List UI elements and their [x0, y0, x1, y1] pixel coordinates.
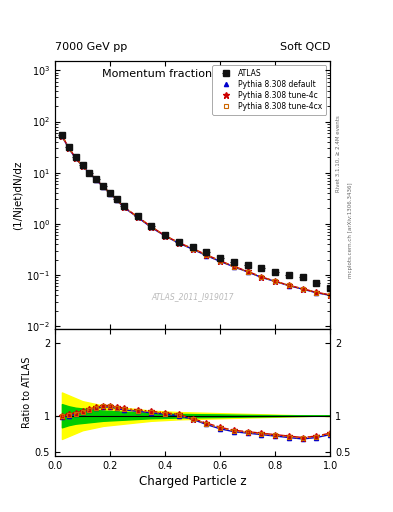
Pythia 8.308 default	[286, 283, 291, 289]
Pythia 8.308 default	[66, 145, 71, 152]
Pythia 8.308 tune-4c	[300, 286, 305, 292]
Line: Pythia 8.308 tune-4cx: Pythia 8.308 tune-4cx	[59, 134, 332, 297]
Pythia 8.308 tune-4cx	[300, 286, 305, 292]
Pythia 8.308 tune-4cx	[286, 283, 291, 289]
Pythia 8.308 default	[259, 274, 264, 281]
Pythia 8.308 default	[115, 197, 119, 203]
Pythia 8.308 default	[149, 224, 154, 230]
Pythia 8.308 default	[135, 214, 140, 220]
Pythia 8.308 tune-4cx	[101, 184, 105, 190]
Pythia 8.308 default	[60, 133, 64, 139]
Pythia 8.308 tune-4cx	[135, 214, 140, 220]
Pythia 8.308 tune-4c	[273, 278, 277, 284]
Text: ATLAS_2011_I919017: ATLAS_2011_I919017	[151, 292, 234, 301]
Pythia 8.308 tune-4c	[80, 162, 85, 168]
Pythia 8.308 tune-4c	[231, 263, 236, 269]
Pythia 8.308 tune-4cx	[176, 240, 181, 246]
Pythia 8.308 tune-4cx	[108, 190, 112, 197]
Text: Soft QCD: Soft QCD	[280, 42, 330, 52]
Pythia 8.308 tune-4c	[163, 232, 167, 239]
Pythia 8.308 tune-4cx	[218, 258, 222, 264]
Pythia 8.308 default	[273, 279, 277, 285]
Pythia 8.308 default	[204, 252, 209, 259]
Line: Pythia 8.308 default: Pythia 8.308 default	[60, 134, 332, 297]
Pythia 8.308 tune-4c	[87, 169, 92, 176]
Pythia 8.308 default	[73, 156, 78, 162]
Pythia 8.308 tune-4cx	[115, 197, 119, 203]
Pythia 8.308 tune-4c	[190, 245, 195, 251]
Pythia 8.308 default	[218, 258, 222, 264]
Pythia 8.308 tune-4cx	[204, 252, 209, 258]
Pythia 8.308 tune-4cx	[60, 133, 64, 139]
Pythia 8.308 tune-4c	[73, 155, 78, 161]
Pythia 8.308 default	[163, 233, 167, 239]
Pythia 8.308 default	[80, 163, 85, 169]
Text: Momentum fraction z(track jets): Momentum fraction z(track jets)	[103, 70, 283, 79]
Text: Rivet 3.1.10, ≥ 2.4M events: Rivet 3.1.10, ≥ 2.4M events	[336, 115, 341, 192]
Pythia 8.308 tune-4c	[135, 214, 140, 220]
Pythia 8.308 tune-4cx	[149, 224, 154, 230]
Pythia 8.308 default	[121, 204, 126, 210]
Pythia 8.308 tune-4c	[328, 292, 332, 298]
Pythia 8.308 default	[190, 246, 195, 252]
X-axis label: Charged Particle z: Charged Particle z	[139, 475, 246, 488]
Pythia 8.308 tune-4cx	[314, 289, 319, 295]
Pythia 8.308 tune-4cx	[94, 177, 99, 183]
Pythia 8.308 tune-4cx	[80, 163, 85, 169]
Pythia 8.308 tune-4cx	[273, 278, 277, 284]
Pythia 8.308 tune-4cx	[73, 155, 78, 161]
Pythia 8.308 default	[231, 264, 236, 270]
Pythia 8.308 tune-4c	[66, 144, 71, 151]
Pythia 8.308 tune-4c	[259, 274, 264, 280]
Pythia 8.308 tune-4c	[115, 197, 119, 203]
Pythia 8.308 tune-4c	[60, 133, 64, 139]
Pythia 8.308 tune-4cx	[163, 233, 167, 239]
Y-axis label: (1/Njet)dN/dz: (1/Njet)dN/dz	[13, 160, 24, 230]
Pythia 8.308 default	[176, 240, 181, 246]
Pythia 8.308 tune-4c	[94, 176, 99, 182]
Pythia 8.308 default	[108, 190, 112, 197]
Pythia 8.308 tune-4c	[218, 258, 222, 264]
Pythia 8.308 tune-4c	[314, 289, 319, 295]
Pythia 8.308 tune-4c	[149, 224, 154, 230]
Pythia 8.308 tune-4c	[176, 240, 181, 246]
Pythia 8.308 tune-4cx	[245, 269, 250, 275]
Pythia 8.308 tune-4cx	[259, 274, 264, 280]
Pythia 8.308 tune-4cx	[121, 204, 126, 210]
Pythia 8.308 default	[245, 269, 250, 275]
Line: Pythia 8.308 tune-4c: Pythia 8.308 tune-4c	[59, 133, 333, 298]
Pythia 8.308 tune-4cx	[190, 246, 195, 252]
Pythia 8.308 tune-4cx	[328, 292, 332, 298]
Pythia 8.308 default	[328, 292, 332, 298]
Pythia 8.308 tune-4c	[101, 183, 105, 189]
Pythia 8.308 tune-4c	[245, 268, 250, 274]
Pythia 8.308 tune-4cx	[66, 145, 71, 151]
Pythia 8.308 default	[314, 290, 319, 296]
Y-axis label: Ratio to ATLAS: Ratio to ATLAS	[22, 356, 32, 428]
Pythia 8.308 tune-4c	[121, 204, 126, 210]
Text: 7000 GeV pp: 7000 GeV pp	[55, 42, 127, 52]
Pythia 8.308 tune-4c	[108, 190, 112, 196]
Pythia 8.308 default	[300, 286, 305, 292]
Pythia 8.308 tune-4cx	[87, 170, 92, 176]
Text: mcplots.cern.ch [arXiv:1306.3436]: mcplots.cern.ch [arXiv:1306.3436]	[348, 183, 353, 278]
Legend: ATLAS, Pythia 8.308 default, Pythia 8.308 tune-4c, Pythia 8.308 tune-4cx: ATLAS, Pythia 8.308 default, Pythia 8.30…	[212, 65, 326, 115]
Pythia 8.308 tune-4cx	[231, 264, 236, 270]
Pythia 8.308 tune-4c	[204, 251, 209, 258]
Pythia 8.308 default	[101, 184, 105, 190]
Pythia 8.308 default	[87, 170, 92, 176]
Pythia 8.308 default	[94, 177, 99, 183]
Pythia 8.308 tune-4c	[286, 282, 291, 288]
